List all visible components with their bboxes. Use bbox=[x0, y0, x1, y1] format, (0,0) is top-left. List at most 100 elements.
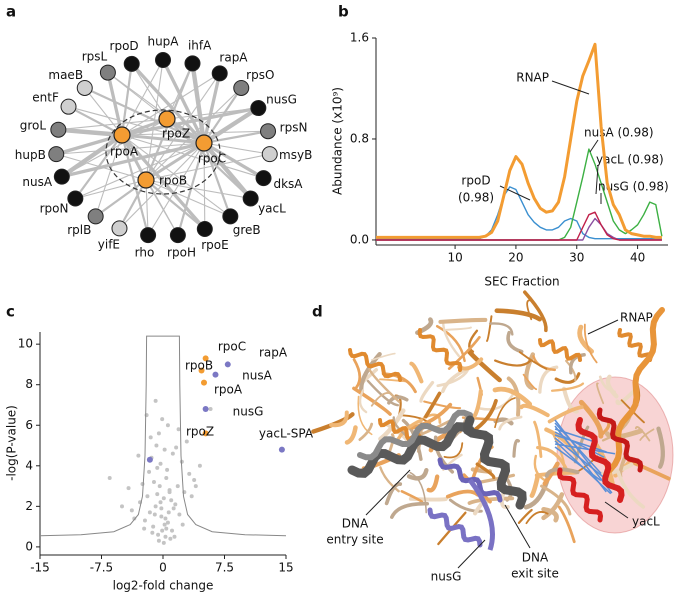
point bbox=[162, 447, 167, 452]
edge bbox=[120, 134, 150, 236]
point bbox=[170, 528, 175, 533]
ribbon bbox=[578, 399, 604, 439]
ribbon bbox=[486, 315, 493, 342]
point bbox=[165, 423, 170, 428]
volcano-chart: -15 -7.5 0 7.5 15 0 2 4 6 8 10 log2-fold change -log… bbox=[5, 332, 314, 593]
point bbox=[177, 512, 182, 517]
ribbon bbox=[547, 405, 584, 424]
point bbox=[156, 538, 161, 543]
contact bbox=[554, 428, 598, 444]
highlight-point bbox=[278, 446, 285, 453]
ribbon bbox=[518, 351, 548, 370]
edge bbox=[121, 133, 205, 145]
point bbox=[172, 534, 177, 539]
ribbon bbox=[426, 474, 440, 493]
x-tick-label: 40 bbox=[630, 251, 645, 265]
edge bbox=[84, 87, 123, 136]
partner-node bbox=[184, 55, 201, 72]
ribbon bbox=[583, 323, 598, 364]
partner-node bbox=[233, 79, 250, 96]
ribbon bbox=[615, 389, 636, 406]
point bbox=[192, 477, 197, 482]
y-axis-label: -log(P-value) bbox=[5, 405, 19, 481]
edge bbox=[58, 127, 123, 138]
ribbon bbox=[492, 386, 533, 407]
point bbox=[155, 465, 160, 470]
ribbon bbox=[523, 290, 548, 333]
sec-chart: 10 20 30 40 0.0 0.8 1.6 SEC Fraction Abundance (… bbox=[331, 31, 669, 289]
label-leader bbox=[457, 539, 486, 569]
partner-label: msyB bbox=[279, 148, 312, 162]
partner-label: hupB bbox=[15, 148, 46, 162]
highlight-point bbox=[202, 430, 209, 437]
structure-panel: RNAP DNA entry site nusG DNA exit site yacL bbox=[311, 290, 674, 584]
partner-node bbox=[60, 98, 77, 115]
ribbon bbox=[631, 460, 671, 481]
point bbox=[136, 453, 141, 458]
highlight-point bbox=[146, 456, 153, 463]
structure-label: nusG bbox=[431, 570, 462, 584]
ribbon bbox=[544, 467, 580, 478]
ribbon bbox=[381, 372, 417, 394]
core-label: rpoA bbox=[110, 145, 139, 159]
point bbox=[189, 494, 194, 499]
helix bbox=[617, 328, 653, 362]
point bbox=[156, 532, 161, 537]
point bbox=[151, 524, 156, 529]
point bbox=[147, 469, 152, 474]
point bbox=[176, 427, 181, 432]
highlight-point bbox=[212, 371, 219, 378]
edge bbox=[145, 141, 205, 182]
dna bbox=[357, 409, 473, 461]
point bbox=[161, 540, 166, 545]
partner-label: entF bbox=[32, 91, 59, 105]
ribbon bbox=[358, 422, 374, 441]
ribbon bbox=[370, 352, 396, 361]
ribbon bbox=[616, 470, 646, 509]
ribbon bbox=[329, 410, 349, 428]
ribbon bbox=[656, 426, 665, 469]
x-axis-label: log2-fold change bbox=[113, 579, 214, 593]
structure-label: yacL bbox=[632, 515, 660, 529]
dna bbox=[463, 415, 527, 510]
label-leader bbox=[504, 504, 531, 549]
point bbox=[164, 475, 169, 480]
point bbox=[208, 407, 213, 412]
edge bbox=[202, 106, 260, 145]
ribbon bbox=[544, 427, 579, 458]
helix bbox=[607, 307, 665, 473]
partner-label: rpsL bbox=[82, 50, 108, 64]
helix bbox=[538, 338, 582, 362]
dna bbox=[347, 422, 475, 478]
ribbon bbox=[596, 382, 605, 405]
point bbox=[147, 510, 152, 515]
edge bbox=[190, 63, 207, 144]
y-tick-label: 0.0 bbox=[350, 232, 369, 246]
ribbon bbox=[419, 380, 435, 403]
ribbon bbox=[541, 492, 565, 521]
ribbon bbox=[494, 397, 516, 429]
core-node bbox=[137, 171, 155, 189]
point bbox=[153, 504, 158, 509]
annotation: yacL (0.98) bbox=[596, 153, 664, 167]
ribbon bbox=[423, 400, 462, 410]
edge bbox=[118, 179, 147, 229]
edge bbox=[202, 142, 232, 217]
partner-label: ihfA bbox=[188, 39, 212, 53]
partner-node bbox=[250, 100, 267, 117]
point bbox=[193, 484, 198, 489]
point bbox=[107, 475, 112, 480]
edge bbox=[202, 141, 253, 200]
panel-label: c bbox=[6, 303, 15, 321]
structure-label: RNAP bbox=[620, 311, 653, 325]
ribbon bbox=[573, 425, 590, 464]
point bbox=[150, 530, 155, 535]
ribbon bbox=[468, 329, 479, 353]
annotation: rpoD bbox=[461, 174, 490, 188]
ribbon bbox=[512, 438, 520, 458]
point bbox=[159, 514, 164, 519]
annotation: nusG (0.98) bbox=[598, 180, 669, 194]
point bbox=[160, 528, 165, 533]
ribbon bbox=[344, 425, 358, 445]
ribbon bbox=[445, 489, 480, 499]
